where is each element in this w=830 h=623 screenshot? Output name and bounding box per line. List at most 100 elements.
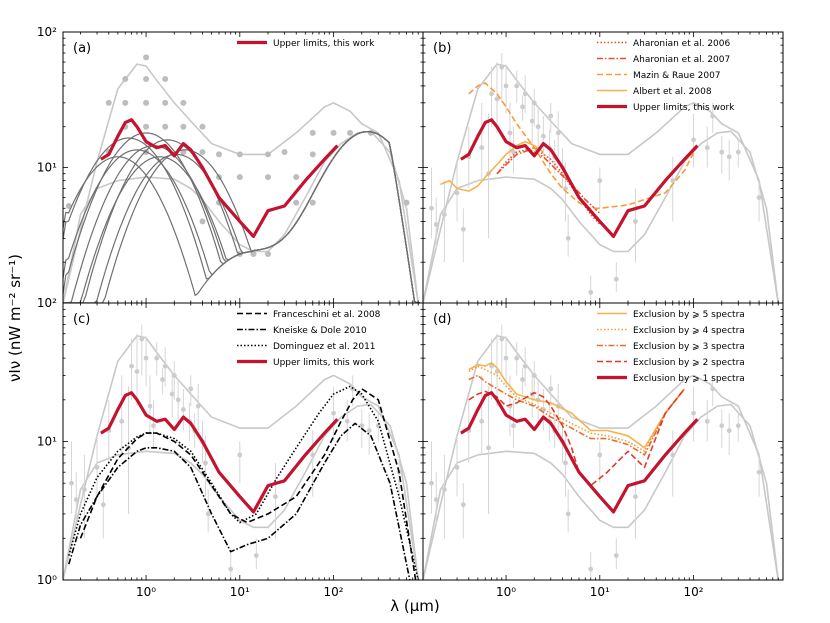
grid-point [199,149,206,156]
legend-entry: Dominguez et al. 2011 [273,342,376,352]
measurement-point [522,363,528,369]
series-line-0 [468,362,686,449]
measurement-point [119,418,125,424]
legend-entry: Upper limits, this work [633,103,735,113]
grid-point [293,174,300,181]
series-line-2 [468,82,699,210]
grid-point [293,199,300,206]
measurement-point [756,195,762,200]
y-axis-label: νIν (nW m⁻² sr⁻¹) [6,254,24,382]
tick-marks [63,32,424,304]
measurement-point [73,497,79,503]
measurement-point [151,423,156,429]
plot-area [63,54,421,303]
measurement-point [442,487,447,492]
measurement-point [147,403,153,409]
tick-label: 10² [37,25,57,39]
measurement-point [514,355,520,361]
legend-entry: Exclusion by ⩾ 5 spectra [633,310,745,320]
series-line-0 [496,146,601,225]
measurement-point [563,460,568,466]
measurement-point [719,149,725,155]
grid-point [236,151,243,158]
measurement-point [454,190,460,196]
measurement-point [344,418,350,424]
measurement-point [160,377,165,382]
measurement-point [100,502,106,508]
measurement-point [633,494,638,500]
plot-area [423,324,779,580]
legend-entry: Exclusion by ⩾ 3 spectra [633,342,745,352]
grid-point [347,129,354,136]
measurement-point [228,566,234,572]
series-line-2 [68,385,419,580]
legend-entry: Franceschini et al. 2008 [273,310,381,320]
measurement-point [94,465,100,470]
envelope-curve [63,63,419,303]
measurement-point [237,452,243,458]
measurement-point [310,452,316,458]
measurement-point [597,452,603,458]
tick-label: 10² [323,585,343,599]
x-axis-label: λ (μm) [390,597,440,615]
series-line-1 [68,422,411,580]
measurement-point [704,418,710,424]
measurement-point [691,137,696,143]
grid-point [236,174,243,181]
panel-label: (b) [433,41,451,56]
measurement-point [588,566,594,572]
envelope-curve [423,63,779,303]
measurement-point [735,149,741,155]
measurement-point [531,373,537,378]
measurement-point [69,480,74,486]
legend-entry: Albert et al. 2008 [633,87,712,97]
tick-label: 10¹ [37,161,57,175]
grid-point [122,99,129,106]
measurement-point [460,226,466,232]
grid-point [265,250,272,257]
grid-point [281,149,288,156]
panel-frame [62,31,424,304]
tick-label: 10¹ [590,585,610,599]
measurement-point [143,355,149,361]
measurement-point [735,423,741,429]
measurement-point [273,494,278,500]
measurement-point [613,553,619,559]
measurement-point [756,469,762,475]
measurement-point [154,355,160,361]
measurement-point [548,113,554,119]
grid-point [216,151,223,158]
measurement-point [494,96,500,102]
measurement-point [489,91,494,97]
grid-point [250,250,257,257]
series-line-3 [440,140,544,192]
tick-label: 10⁰ [496,585,516,599]
tick-label: 10² [683,585,703,599]
measurement-point [633,219,638,224]
tick-marks [423,303,784,581]
measurement-point [540,133,546,139]
measurement-point [507,130,513,136]
measurement-point [433,222,439,227]
measurement-point [726,428,732,433]
measurement-point [366,428,372,433]
plot-area [63,324,419,580]
measurement-point [134,369,140,374]
measurement-point [486,445,491,451]
series-line-3 [100,391,339,514]
measurement-point [704,145,710,151]
measurement-point [613,276,619,282]
grid-point [309,199,316,206]
grid-point [143,75,150,82]
grid-point [162,75,169,82]
grid-point [122,75,129,82]
measurement-point [203,460,208,466]
legend-entry: Upper limits, this work [273,39,375,49]
template-curve [63,130,421,303]
measurement-point [565,235,571,241]
measurement-point [205,511,211,517]
measurement-point [162,363,168,369]
legend-entry: Exclusion by ⩾ 2 spectra [633,358,745,368]
measurement-point [253,553,259,559]
